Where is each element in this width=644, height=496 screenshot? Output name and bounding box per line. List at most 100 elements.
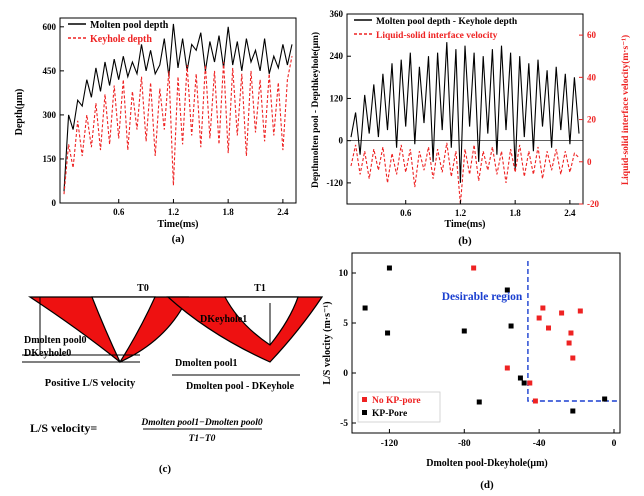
x-tick-label: -80	[458, 439, 471, 449]
panel-b-ylabel-right: Liquid-solid interface velocity(m·s⁻¹)	[620, 35, 631, 185]
panel-d-ticks: -120 -80 -40 0 -5 0 5 10	[339, 269, 617, 449]
y-tick-label: -120	[327, 178, 344, 188]
series-line-molten-pool	[63, 23, 293, 192]
x-tick-label: 0.6	[113, 207, 125, 217]
point-no-kp-pore	[540, 305, 546, 311]
y-right-tick-label: 60	[587, 30, 597, 40]
point-no-kp-pore	[566, 340, 572, 346]
point-no-kp-pore	[570, 355, 576, 361]
point-kp-pore	[386, 265, 392, 271]
point-kp-pore	[508, 323, 514, 329]
point-no-kp-pore	[546, 325, 551, 331]
y-right-tick-label: 20	[587, 115, 597, 125]
panel-b: 0.6 1.2 1.8 2.4 -120 0 120 240 360 -20 0 20 40 60 Mol…	[310, 9, 631, 247]
label-d-molten-pool0: Dmolten pool0	[24, 335, 87, 346]
point-kp-pore	[521, 380, 527, 386]
point-no-kp-pore	[536, 315, 542, 321]
panel-b-ylabel: Depthmolten pool - Depthkeyhole(μm)	[310, 32, 321, 188]
point-no-kp-pore	[559, 310, 565, 316]
point-kp-pore	[517, 375, 523, 381]
panel-d-label: (d)	[480, 479, 494, 491]
y-right-tick-label: -20	[587, 199, 599, 209]
panel-b-series	[347, 42, 583, 205]
panel-b-ticks: 0.6 1.2 1.8 2.4 -120 0 120 240 360 -20 0 20 40 60	[327, 9, 600, 218]
panel-d-points	[362, 265, 608, 414]
panel-a-ticks: 0.6 1.2 1.8 2.4 0 150 300 450 600	[43, 22, 290, 217]
panel-b-xlabel: Time(ms)	[445, 219, 486, 230]
point-no-kp-pore	[527, 380, 533, 386]
panel-d: -120 -80 -40 0 -5 0 5 10 Desirable region No KP…	[322, 252, 621, 491]
y-tick-label: 5	[343, 319, 348, 329]
x-tick-label: 0.6	[400, 208, 412, 218]
panel-b-frame	[346, 13, 584, 205]
formula-numerator: Dmolten pool1−Dmolten pool0	[140, 418, 263, 428]
legend-ls-velocity: Liquid-solid interface velocity	[376, 31, 498, 41]
label-depth-difference: Dmolten pool - DKeyhole	[186, 381, 295, 392]
point-kp-pore	[385, 330, 391, 336]
label-positive-velocity: Positive L/S velocity	[45, 378, 136, 389]
series-line-ls-velocity	[350, 142, 580, 205]
point-no-kp-pore	[471, 265, 477, 271]
x-tick-label: 0	[612, 439, 617, 449]
panel-c-diagram: T0 Dmolten pool0 DKeyhole0 Positive L/S …	[22, 283, 324, 475]
legend-marker-kp	[362, 410, 367, 415]
point-no-kp-pore	[504, 365, 510, 371]
y-tick-label: 450	[43, 66, 57, 76]
y-tick-label: 0	[52, 198, 57, 208]
legend-marker-no-kp	[362, 397, 367, 402]
y-right-tick-label: 40	[587, 72, 597, 82]
annotation-desirable-region: Desirable region	[442, 291, 523, 303]
series-line-keyhole	[63, 56, 293, 195]
y-tick-label: 300	[43, 110, 57, 120]
x-tick-label: 1.8	[510, 208, 522, 218]
panel-a-ylabel: Depth(μm)	[14, 89, 25, 136]
panel-a-xlabel: Time(ms)	[158, 219, 199, 230]
y-tick-label: 240	[330, 51, 344, 61]
x-tick-label: 1.8	[223, 207, 235, 217]
series-line-depth-difference	[350, 42, 580, 183]
panel-a: 0.6 1.2 1.8 2.4 0 150 300 450 600 Molten pool de…	[14, 17, 297, 245]
panel-a-series	[63, 23, 293, 195]
y-tick-label: -5	[340, 419, 348, 429]
x-tick-label: 2.4	[564, 208, 576, 218]
panel-d-legend-box	[357, 391, 441, 423]
y-right-tick-label: 0	[587, 157, 592, 167]
point-no-kp-pore	[577, 308, 583, 314]
y-tick-label: 150	[43, 154, 57, 164]
point-kp-pore	[570, 408, 576, 414]
x-tick-label: 1.2	[168, 207, 180, 217]
panel-a-frame	[59, 17, 297, 204]
panel-d-frame	[351, 252, 621, 434]
legend-keyhole-depth: Keyhole depth	[90, 34, 152, 45]
formula-denominator: T1−T0	[189, 434, 216, 444]
x-tick-label: -120	[381, 439, 399, 449]
y-tick-label: 120	[330, 93, 344, 103]
x-tick-label: 2.4	[277, 207, 289, 217]
x-tick-label: 1.2	[455, 208, 467, 218]
legend-no-kp-pore: No KP-pore	[372, 396, 421, 406]
x-tick-label: -40	[533, 439, 546, 449]
panel-d-xlabel: Dmolten pool-Dkeyhole(μm)	[426, 458, 548, 469]
legend-depth-difference: Molten pool depth - Keyhole depth	[376, 17, 518, 27]
legend-kp-pore: KP-Pore	[372, 409, 407, 419]
y-tick-label: 0	[339, 136, 344, 146]
point-kp-pore	[504, 287, 510, 293]
point-kp-pore	[602, 396, 608, 402]
label-d-keyhole1: DKeyhole1	[200, 314, 247, 325]
label-d-keyhole0: DKeyhole0	[24, 348, 71, 359]
label-t1: T1	[254, 283, 266, 294]
legend-molten-pool-depth: Molten pool depth	[90, 20, 169, 31]
desirable-region-outline	[527, 261, 618, 402]
point-no-kp-pore	[568, 330, 574, 336]
formula-prefix: L/S velocity=	[30, 421, 97, 435]
panel-a-label: (a)	[172, 233, 185, 245]
point-kp-pore	[461, 328, 467, 334]
point-no-kp-pore	[532, 398, 538, 404]
panel-b-label: (b)	[458, 235, 472, 247]
panel-d-ylabel: L/S velocity (m·s⁻¹)	[322, 301, 333, 384]
label-d-molten-pool1: Dmolten pool1	[175, 358, 238, 369]
y-tick-label: 360	[330, 9, 344, 19]
point-kp-pore	[476, 399, 482, 405]
point-kp-pore	[362, 305, 368, 311]
